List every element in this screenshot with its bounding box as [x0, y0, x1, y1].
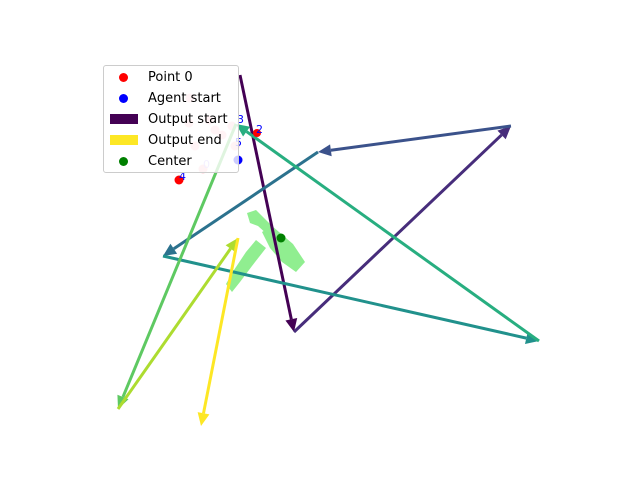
- legend-entry-center: Center: [104, 152, 240, 172]
- legend-label: Agent start: [148, 91, 221, 106]
- legend: Point 0 Agent start Output start Output …: [103, 65, 239, 173]
- arrow-segment: [202, 237, 240, 414]
- legend-label: Point 0: [148, 70, 193, 85]
- legend-swatch: [119, 73, 128, 82]
- arrow-head: [497, 126, 511, 140]
- legend-entry-output-end: Output end: [104, 131, 240, 151]
- legend-entry-point-0: Point 0: [104, 68, 240, 88]
- arrow-head: [197, 412, 210, 426]
- legend-swatch: [110, 114, 138, 124]
- center-marker: [276, 233, 286, 243]
- point-0-marker: [174, 175, 184, 185]
- arrow-segment: [292, 133, 503, 334]
- region-block: [262, 226, 305, 272]
- region-block: [226, 240, 266, 292]
- arrow-head: [318, 144, 332, 157]
- arrow-head: [285, 318, 298, 332]
- arrow-head: [236, 124, 251, 137]
- region-block: [247, 210, 272, 235]
- red-point-marker: [253, 129, 261, 137]
- point-number-label: 2: [256, 123, 263, 136]
- legend-swatch: [119, 94, 128, 103]
- legend-swatch: [119, 157, 128, 166]
- arrow-segment: [245, 130, 540, 343]
- point-number-label: 3: [237, 113, 244, 126]
- arrow-segment: [330, 124, 512, 152]
- legend-label: Output start: [148, 112, 228, 127]
- special-markers: [174, 129, 286, 243]
- legend-swatch: [110, 135, 138, 145]
- arrow-head: [163, 243, 178, 256]
- arrow-segment: [116, 247, 232, 410]
- legend-label: Output end: [148, 133, 222, 148]
- legend-label: Center: [148, 154, 192, 169]
- point-number-label: 4: [179, 170, 186, 183]
- arrow-segment: [162, 254, 527, 340]
- legend-entry-agent-start: Agent start: [104, 89, 240, 109]
- legend-entry-output-start: Output start: [104, 110, 240, 130]
- arrow-segment: [238, 74, 293, 320]
- arrow-segment: [172, 150, 319, 251]
